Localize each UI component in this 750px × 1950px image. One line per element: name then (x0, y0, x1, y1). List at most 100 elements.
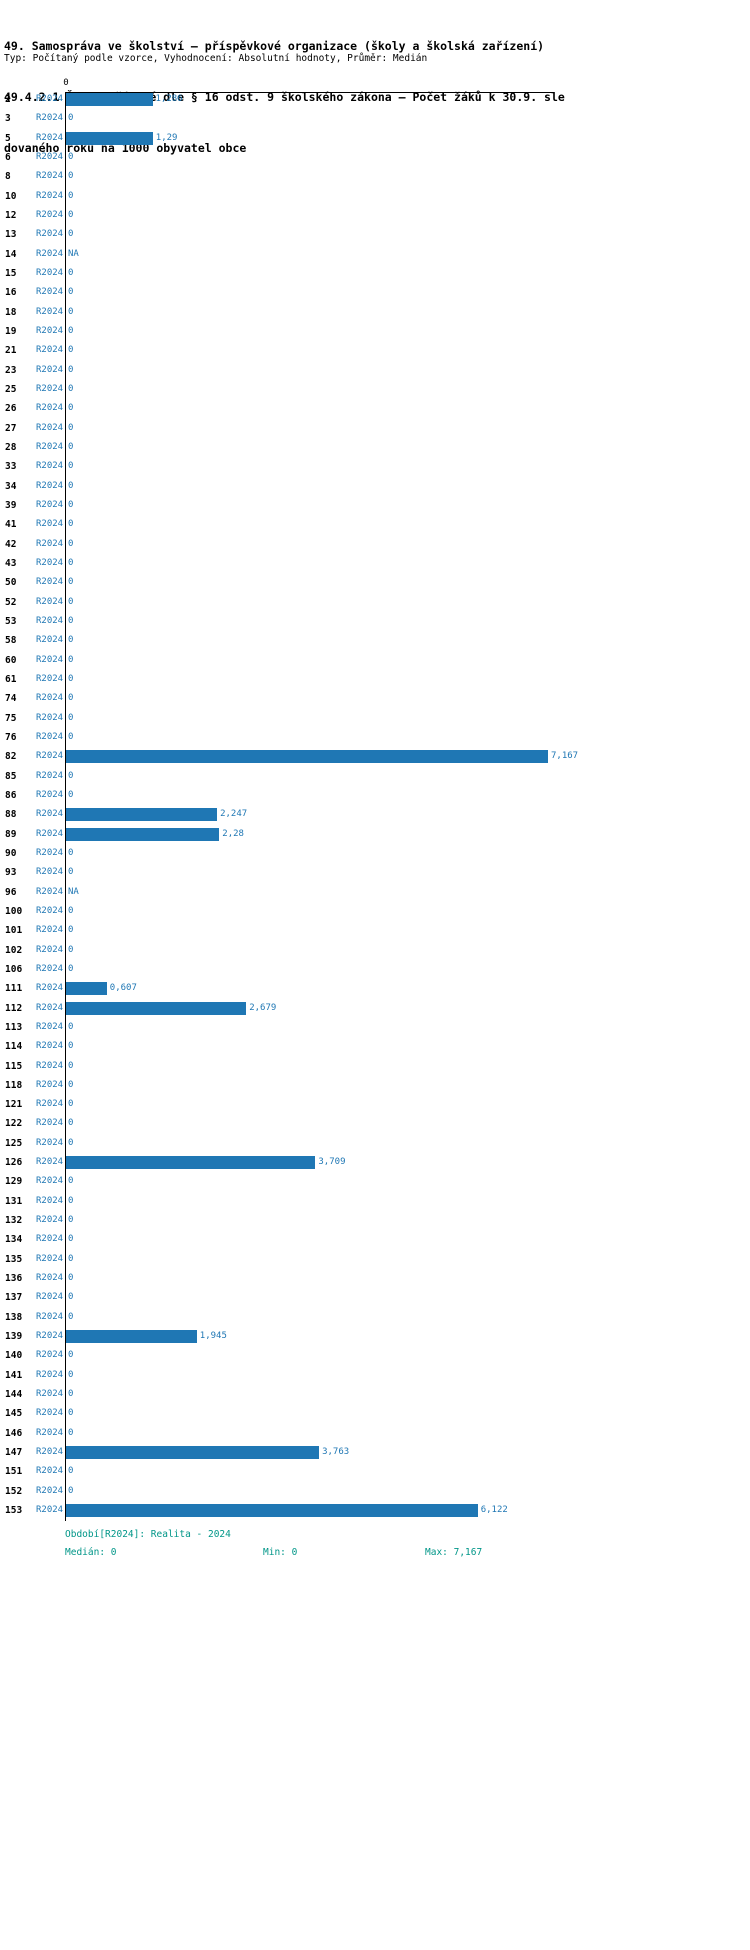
chart-row: 141 R2024 0 (0, 1366, 750, 1385)
chart-row: 111 R2024 0,607 (0, 979, 750, 998)
bar-value-label: 0 (68, 577, 74, 588)
row-period-label: R2024 (36, 577, 64, 588)
chart-row: 19 R2024 0 (0, 322, 750, 341)
row-period-label: R2024 (36, 1447, 64, 1458)
chart-subtitle: Typ: Počítaný podle vzorce, Vyhodnocení:… (4, 53, 428, 64)
row-period-label: R2024 (36, 1369, 64, 1380)
chart-row: 132 R2024 0 (0, 1211, 750, 1230)
bar-value-label: 0 (68, 1079, 74, 1090)
bar-value-label: 0 (68, 654, 74, 665)
chart-row: 60 R2024 0 (0, 651, 750, 670)
row-id: 93 (5, 867, 17, 879)
row-period-label: R2024 (36, 94, 64, 104)
row-id: 39 (5, 499, 17, 511)
row-id: 34 (5, 480, 17, 492)
bar-value-label: 0 (68, 1215, 74, 1226)
footer-median: Medián: 0 (65, 1547, 117, 1558)
row-period-label: R2024 (36, 925, 64, 936)
bar-value-label: 0 (68, 403, 74, 414)
row-period-label: R2024 (36, 422, 64, 433)
bar (66, 1330, 197, 1344)
row-period-label: R2024 (36, 963, 64, 974)
bar-value-label: 0 (68, 673, 74, 684)
bar-value-label: 0 (68, 422, 74, 433)
row-period-label: R2024 (36, 1253, 64, 1264)
chart-row: 88 R2024 2,247 (0, 805, 750, 824)
chart-row: 137 R2024 0 (0, 1288, 750, 1307)
row-period-label: R2024 (36, 847, 64, 858)
row-period-label: R2024 (36, 1350, 64, 1361)
bar-value-label: 0 (68, 209, 74, 220)
row-period-label: R2024 (36, 1466, 64, 1477)
row-id: 8 (5, 171, 11, 183)
chart-row: 8 R2024 0 (0, 167, 750, 186)
bar (66, 1446, 320, 1460)
y-axis-line (65, 92, 66, 1521)
row-period-label: R2024 (36, 538, 64, 549)
chart-row: 131 R2024 0 (0, 1192, 750, 1211)
bar (66, 93, 153, 106)
bar-value-label: 0 (68, 731, 74, 742)
row-period-label: R2024 (36, 1311, 64, 1322)
chart-row: 43 R2024 0 (0, 554, 750, 573)
row-id: 100 (5, 905, 23, 917)
bar-value-label: 0 (68, 383, 74, 394)
row-period-label: R2024 (36, 944, 64, 955)
row-period-label: R2024 (36, 615, 64, 626)
row-id: 153 (5, 1505, 23, 1517)
row-id: 101 (5, 925, 23, 937)
row-period-label: R2024 (36, 132, 64, 143)
row-id: 114 (5, 1041, 23, 1053)
bar-value-label: 0 (68, 1021, 74, 1032)
row-period-label: R2024 (36, 1427, 64, 1438)
row-period-label: R2024 (36, 635, 64, 646)
row-period-label: R2024 (36, 693, 64, 704)
chart-row: 2 R2024 1,286 (0, 90, 750, 109)
chart-row: 126 R2024 3,709 (0, 1153, 750, 1172)
bar-value-label: 0 (68, 963, 74, 974)
chart-row: 102 R2024 0 (0, 941, 750, 960)
row-id: 151 (5, 1466, 23, 1478)
row-period-label: R2024 (36, 886, 64, 897)
chart-row: 134 R2024 0 (0, 1230, 750, 1249)
chart-row: 14 R2024 NA (0, 245, 750, 264)
row-id: 61 (5, 673, 17, 685)
chart-row: 139 R2024 1,945 (0, 1327, 750, 1346)
row-period-label: R2024 (36, 325, 64, 336)
row-id: 58 (5, 635, 17, 647)
bar-value-label: 0 (68, 1427, 74, 1438)
bar-value-label: 2,247 (220, 809, 248, 820)
bar-value-label: 0 (68, 867, 74, 878)
chart-row: 152 R2024 0 (0, 1482, 750, 1501)
chart-row: 76 R2024 0 (0, 728, 750, 747)
row-period-label: R2024 (36, 151, 64, 162)
chart-row: 112 R2024 2,679 (0, 999, 750, 1018)
chart-row: 16 R2024 0 (0, 283, 750, 302)
row-period-label: R2024 (36, 113, 64, 124)
row-period-label: R2024 (36, 809, 64, 820)
bar-value-label: 0 (68, 1176, 74, 1187)
row-period-label: R2024 (36, 1176, 64, 1187)
row-period-label: R2024 (36, 1408, 64, 1419)
bar-value-label: 1,945 (199, 1331, 227, 1342)
chart-row: 12 R2024 0 (0, 206, 750, 225)
row-id: 113 (5, 1021, 23, 1033)
row-id: 88 (5, 809, 17, 821)
row-id: 6 (5, 151, 11, 163)
chart-row: 125 R2024 0 (0, 1134, 750, 1153)
bar-value-label: 1,29 (155, 132, 178, 143)
row-period-label: R2024 (36, 731, 64, 742)
row-id: 53 (5, 615, 17, 627)
row-id: 10 (5, 190, 17, 202)
bar-value-label: 0 (68, 441, 74, 452)
row-id: 60 (5, 654, 17, 666)
row-id: 126 (5, 1157, 23, 1169)
row-period-label: R2024 (36, 596, 64, 607)
chart-row: 100 R2024 0 (0, 902, 750, 921)
bar-value-label: 0 (68, 712, 74, 723)
row-id: 146 (5, 1427, 23, 1439)
chart-row: 33 R2024 0 (0, 457, 750, 476)
chart-row: 75 R2024 0 (0, 709, 750, 728)
row-id: 28 (5, 441, 17, 453)
row-id: 152 (5, 1485, 23, 1497)
